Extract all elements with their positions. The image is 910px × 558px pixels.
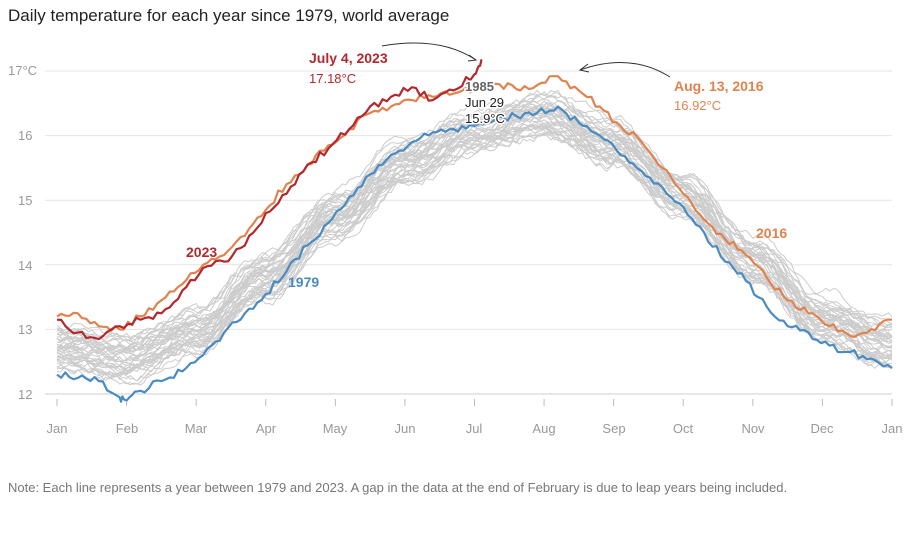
year-label-1985: 1985 bbox=[465, 79, 494, 94]
july4-arrowhead bbox=[467, 54, 478, 62]
x-tick-label: Aug bbox=[532, 421, 555, 436]
x-tick-label: Mar bbox=[185, 421, 208, 436]
highlighted-series bbox=[56, 59, 893, 403]
other-year-line bbox=[56, 112, 893, 365]
x-axis: Jan Feb Mar Apr May Jun Jul Aug Sep Oct … bbox=[47, 421, 903, 436]
chart-title: Daily temperature for each year since 19… bbox=[8, 6, 450, 25]
x-tick-label: Jun bbox=[395, 421, 416, 436]
annotations: July 4, 2023 17.18°C Aug. 13, 2016 16.92… bbox=[186, 42, 787, 290]
x-tick-label: May bbox=[323, 421, 348, 436]
other-year-line bbox=[56, 93, 893, 349]
y-tick-label: 15 bbox=[18, 193, 32, 208]
other-year-line bbox=[56, 92, 893, 345]
y-tick-label: 16 bbox=[18, 128, 32, 143]
other-year-line bbox=[56, 122, 893, 372]
other-year-line bbox=[57, 133, 893, 382]
x-tick-label: Jan bbox=[47, 421, 68, 436]
y-tick-label: 14 bbox=[18, 258, 32, 273]
x-tick-label: Jul bbox=[466, 421, 483, 436]
series-label-2016: 2016 bbox=[756, 225, 787, 241]
other-years-lines bbox=[56, 89, 893, 386]
chart-note: Note: Each line represents a year betwee… bbox=[8, 480, 788, 495]
other-year-line bbox=[56, 130, 893, 386]
x-tick-label: Sep bbox=[602, 421, 625, 436]
series-label-2023: 2023 bbox=[186, 244, 217, 260]
other-year-line bbox=[56, 93, 893, 342]
july4-value: 17.18°C bbox=[309, 71, 356, 86]
x-tick-label: Feb bbox=[116, 421, 138, 436]
y-tick-label: 17°C bbox=[8, 63, 37, 78]
other-year-line bbox=[56, 122, 893, 370]
series-line-2016 bbox=[56, 75, 893, 339]
x-tick-label: Oct bbox=[673, 421, 694, 436]
other-year-line bbox=[56, 89, 893, 340]
other-year-line bbox=[56, 126, 893, 386]
y-tick-label: 13 bbox=[18, 322, 32, 337]
other-year-line bbox=[56, 120, 893, 377]
x-tick-label: Jan bbox=[882, 421, 903, 436]
series-label-1979: 1979 bbox=[288, 274, 319, 290]
jun29-value: 15.9°C bbox=[465, 111, 505, 126]
aug13-value: 16.92°C bbox=[674, 98, 721, 113]
x-axis-ticks bbox=[56, 399, 893, 406]
temperature-chart: 17°C 16 15 14 13 12 Jan Feb Mar Apr May … bbox=[8, 42, 903, 436]
july4-arrow bbox=[381, 42, 477, 61]
july4-title: July 4, 2023 bbox=[309, 50, 388, 66]
y-tick-label: 12 bbox=[18, 387, 32, 402]
x-tick-label: Dec bbox=[810, 421, 834, 436]
jun29-date: Jun 29 bbox=[465, 95, 504, 110]
series-line-1979 bbox=[56, 105, 893, 403]
other-year-line bbox=[56, 108, 893, 354]
x-tick-label: Apr bbox=[256, 421, 277, 436]
other-year-line bbox=[56, 100, 893, 356]
x-tick-label: Nov bbox=[741, 421, 765, 436]
aug13-arrow bbox=[579, 61, 671, 78]
aug13-title: Aug. 13, 2016 bbox=[674, 78, 764, 94]
y-axis: 17°C 16 15 14 13 12 bbox=[8, 63, 37, 402]
series-line-2023 bbox=[56, 59, 483, 341]
other-year-line bbox=[56, 100, 893, 354]
aug13-arrowhead bbox=[578, 63, 590, 73]
